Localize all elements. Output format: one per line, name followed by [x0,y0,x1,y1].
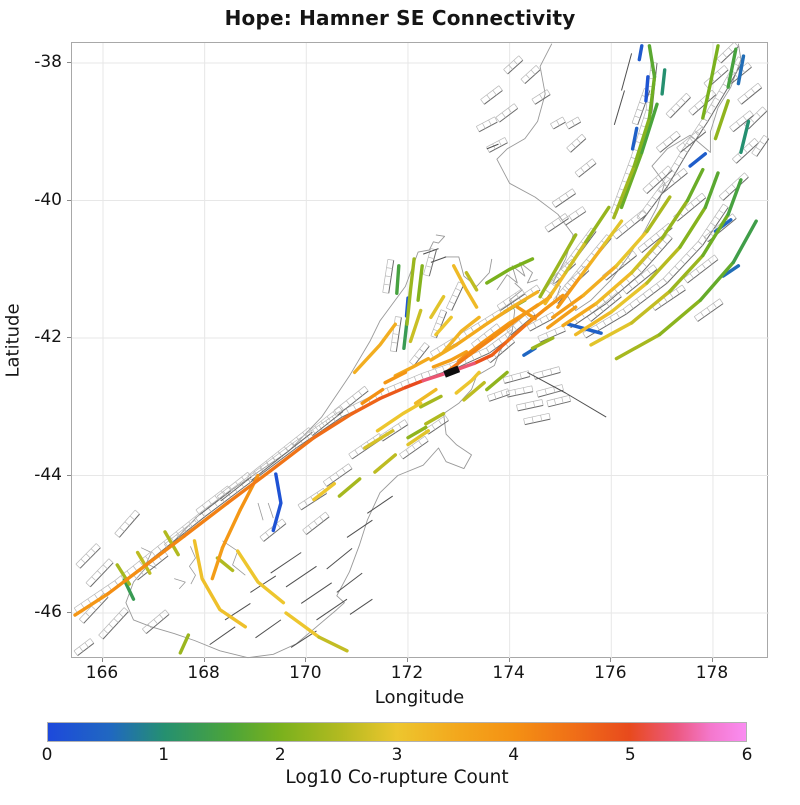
colorbar-tick-label: 6 [741,745,753,765]
colorbar-tick-label: 2 [274,745,286,765]
y-tick-mark [67,62,71,63]
y-tick-mark [67,337,71,338]
x-tick-label: 172 [390,663,424,683]
colorbar-tick-label: 0 [41,745,53,765]
y-tick-label: -42 [34,327,62,347]
y-tick-label: -44 [34,464,62,485]
x-axis-label: Longitude [374,687,465,708]
y-tick-label: -40 [34,189,62,210]
fault-map-canvas [72,43,769,659]
y-tick-label: -38 [34,52,62,72]
y-tick-label: -46 [34,602,62,622]
x-tick-label: 174 [492,663,525,683]
colorbar-tick-label: 4 [508,745,520,765]
colorbar [47,722,747,742]
x-tick-label: 178 [695,663,729,683]
x-tick-mark [610,658,612,662]
x-tick-label: 168 [187,663,220,683]
y-tick-mark [67,474,71,476]
plot-title: Hope: Hamner SE Connectivity [224,6,576,30]
x-tick-mark [203,658,205,662]
x-tick-mark [508,658,510,662]
x-tick-mark [305,658,307,662]
x-tick-mark [406,658,408,662]
y-tick-mark [67,199,71,201]
x-tick-label: 166 [85,663,119,683]
x-tick-mark [711,658,713,662]
x-tick-mark [102,658,103,662]
colorbar-tick-label: 5 [624,745,636,765]
colorbar-tick-label: 3 [391,745,403,765]
x-tick-label: 170 [289,663,322,683]
y-tick-mark [67,612,71,613]
colorbar-label: Log10 Co-rupture Count [285,767,509,788]
colorbar-tick-label: 1 [158,745,170,765]
x-tick-label: 176 [594,663,627,683]
map-plot [71,42,769,659]
